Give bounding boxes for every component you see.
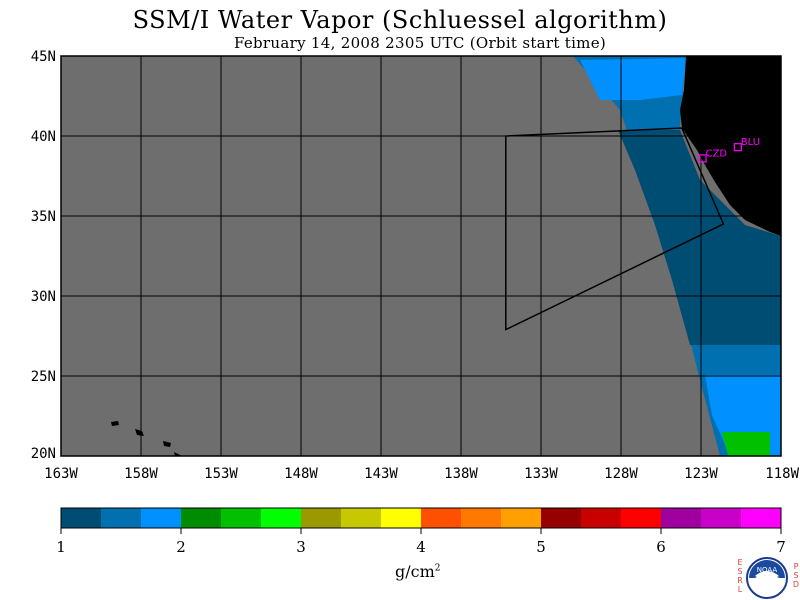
station-markers: CZD BLU xyxy=(698,137,760,163)
longitude-tick-labels: 163W 158W 153W 148W 143W 138W 133W 128W 123W 118W xyxy=(44,466,799,482)
colorbar-tick-label: 2 xyxy=(176,538,186,556)
longitude-tick-label: 133W xyxy=(524,466,558,482)
colorbar-segment xyxy=(501,508,542,528)
longitude-tick-label: 163W xyxy=(44,466,78,482)
colorbar-segment xyxy=(701,508,742,528)
north-america-land xyxy=(680,56,781,236)
station-marker xyxy=(733,143,742,152)
colorbar-segment xyxy=(261,508,302,528)
colorbar-tick-label: 4 xyxy=(416,538,426,556)
map-title: SSM/I Water Vapor (Schluessel algorithm) xyxy=(132,6,668,34)
colorbar-segment xyxy=(221,508,262,528)
colorbar-segment xyxy=(541,508,582,528)
colorbar-segment xyxy=(421,508,462,528)
longitude-tick-label: 118W xyxy=(765,466,799,482)
colorbar-segment xyxy=(621,508,662,528)
esrl-credit: E S R L xyxy=(735,558,745,594)
colorbar-units: g/cm2 xyxy=(395,562,441,581)
colorbar-segment xyxy=(741,508,782,528)
colorbar-tick-label: 3 xyxy=(296,538,306,556)
units-text: g/cm xyxy=(395,562,435,581)
noaa-logo-icon: NOAA xyxy=(746,557,788,599)
longitude-tick-label: 128W xyxy=(604,466,638,482)
colorbar-segment xyxy=(341,508,382,528)
colorbar-segment xyxy=(101,508,142,528)
colorbar-tick-label: 5 xyxy=(536,538,546,556)
colorbar-tick-label: 1 xyxy=(56,538,66,556)
station-label: BLU xyxy=(741,137,760,148)
map-frame xyxy=(60,55,782,457)
longitude-tick-label: 158W xyxy=(124,466,158,482)
colorbar-segment xyxy=(301,508,342,528)
latitude-tick-labels: 45N 40N 35N 30N 25N 20N xyxy=(31,49,56,462)
longitude-tick-label: 123W xyxy=(684,466,718,482)
longitude-tick-label: 148W xyxy=(284,466,318,482)
colorbar xyxy=(60,507,782,529)
colorbar-segment xyxy=(181,508,222,528)
esrl-letter: S xyxy=(737,567,743,576)
longitude-tick-label: 153W xyxy=(204,466,238,482)
esrl-letter: E xyxy=(737,558,743,567)
colorbar-segment xyxy=(661,508,702,528)
colorbar-segment xyxy=(381,508,422,528)
colorbar-segment xyxy=(61,508,102,528)
latitude-tick-label: 40N xyxy=(31,129,56,145)
colorbar-tick-labels: 1 2 3 4 5 6 7 xyxy=(56,528,786,556)
latitude-tick-label: 45N xyxy=(31,49,56,65)
map-subtitle: February 14, 2008 2305 UTC (Orbit start … xyxy=(233,34,607,52)
esrl-letter: L xyxy=(737,585,743,594)
station-label: CZD xyxy=(706,148,728,159)
psd-letter: D xyxy=(792,580,800,589)
swath-band-light-north xyxy=(580,58,686,100)
colorbar-segment xyxy=(141,508,182,528)
swath-band-green xyxy=(722,432,770,456)
latitude-tick-label: 35N xyxy=(31,209,56,225)
noaa-logo-text: NOAA xyxy=(757,566,778,574)
swath-band-dark xyxy=(618,130,781,345)
psd-letter: S xyxy=(793,571,799,580)
station-marker xyxy=(698,154,707,163)
colorbar-tick-label: 6 xyxy=(656,538,666,556)
latitude-tick-label: 20N xyxy=(31,446,56,462)
colorbar-segment xyxy=(461,508,502,528)
psd-credit: P S D xyxy=(791,562,800,589)
esrl-letter: R xyxy=(737,576,743,585)
latitude-tick-label: 25N xyxy=(31,369,56,385)
colorbar-tick-label: 7 xyxy=(776,538,786,556)
units-exponent: 2 xyxy=(434,563,441,574)
hawaiian-islands xyxy=(111,421,182,456)
longitude-tick-label: 143W xyxy=(364,466,398,482)
flight-track-line xyxy=(505,127,725,331)
colorbar-segment xyxy=(581,508,622,528)
psd-letter: P xyxy=(793,562,799,571)
longitude-tick-label: 138W xyxy=(444,466,478,482)
map-plot-area: CZD BLU xyxy=(60,55,782,457)
latitude-tick-label: 30N xyxy=(31,289,56,305)
